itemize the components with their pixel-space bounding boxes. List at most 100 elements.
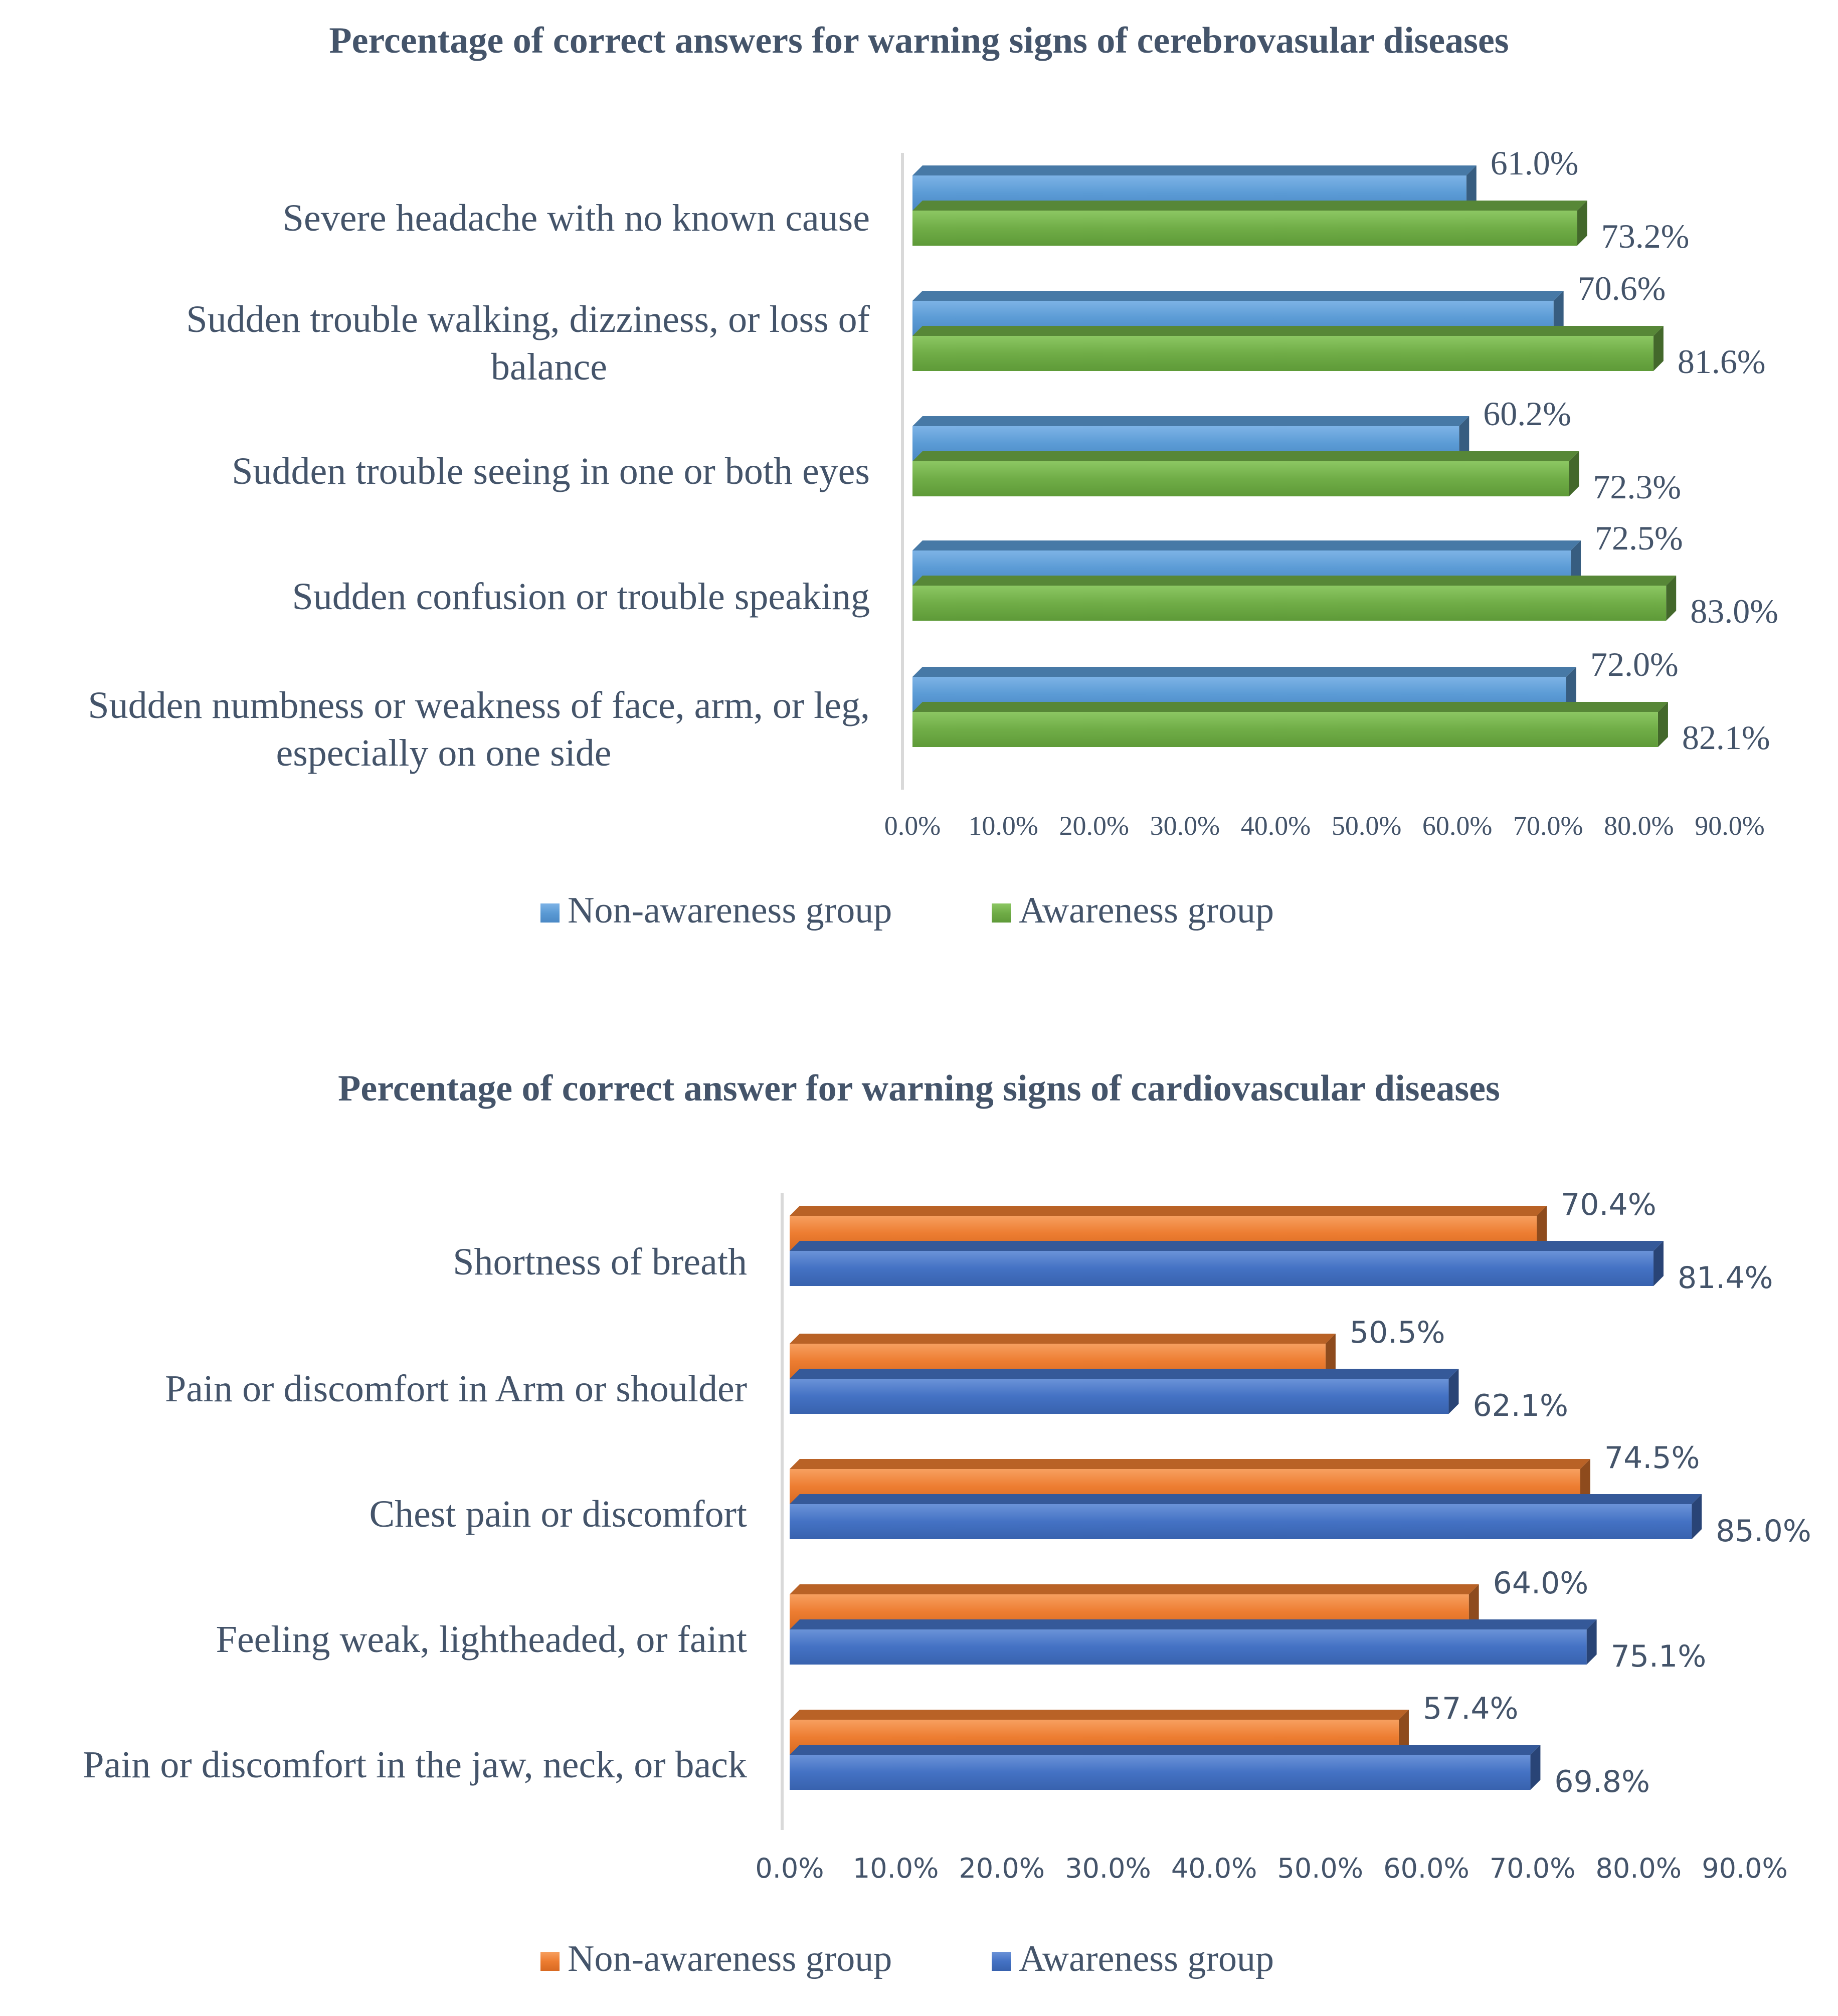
x-tick-label: 80.0%: [1604, 811, 1674, 841]
bar: [790, 1504, 1692, 1539]
data-label: 75.1%: [1611, 1639, 1707, 1674]
data-label: 60.2%: [1483, 395, 1571, 433]
category-labels: Shortness of breath Pain or discomfort i…: [83, 1241, 747, 1786]
x-tick-label: 70.0%: [1513, 811, 1583, 841]
data-label: 81.6%: [1678, 342, 1766, 381]
bar-top-face: [912, 540, 1581, 551]
x-tick-label: 50.0%: [1332, 811, 1401, 841]
legend: Non-awareness group Awareness group: [540, 1938, 1274, 1979]
bar-top-face: [912, 416, 1469, 426]
category-labels: Severe headache with no known cause Sudd…: [88, 197, 870, 774]
data-label: 50.5%: [1350, 1315, 1445, 1350]
data-label: 81.4%: [1678, 1260, 1773, 1296]
bar-side-face: [1692, 1494, 1702, 1539]
bar-side-face: [1537, 1206, 1547, 1251]
bar-top-face: [790, 1619, 1597, 1629]
category-label: Sudden trouble seeing in one or both eye…: [232, 450, 870, 492]
bar-side-face: [1666, 576, 1677, 621]
category-label: Chest pain or discomfort: [369, 1493, 747, 1535]
bar-top-face: [912, 201, 1587, 211]
data-label: 85.0%: [1716, 1514, 1811, 1549]
data-label: 83.0%: [1690, 592, 1778, 630]
bar: [790, 1379, 1449, 1414]
bar-top-face: [912, 667, 1576, 677]
chart-cerebrovascular: Percentage of correct answers for warnin…: [88, 20, 1778, 931]
bar-side-face: [1468, 1584, 1479, 1629]
bar-side-face: [1571, 540, 1581, 586]
bar-top-face: [790, 1584, 1479, 1594]
bar-top-face: [912, 165, 1477, 175]
bar-side-face: [1569, 451, 1579, 496]
bar-side-face: [1580, 1459, 1590, 1504]
data-label: 82.1%: [1682, 718, 1770, 757]
x-tick-label: 30.0%: [1150, 811, 1220, 841]
data-label: 62.1%: [1473, 1388, 1568, 1423]
category-label: Pain or discomfort in the jaw, neck, or …: [83, 1744, 747, 1786]
bar: [790, 1755, 1531, 1790]
x-tick-label: 50.0%: [1277, 1853, 1364, 1884]
bar: [912, 712, 1658, 747]
bar-top-face: [790, 1459, 1590, 1469]
x-tick-label: 40.0%: [1241, 811, 1311, 841]
bar-top-face: [790, 1334, 1336, 1344]
bar: [790, 1629, 1587, 1665]
bar-side-face: [1530, 1745, 1541, 1790]
bar-side-face: [1566, 667, 1576, 712]
legend-label-awareness: Awareness group: [1019, 1938, 1274, 1979]
data-label: 72.5%: [1595, 519, 1683, 557]
x-tick-label: 0.0%: [755, 1853, 824, 1884]
bar-top-face: [912, 291, 1564, 301]
bar-top-face: [790, 1206, 1547, 1216]
legend-swatch-non-awareness: [540, 903, 560, 923]
category-label: Sudden numbness or weakness of face, arm…: [88, 684, 870, 774]
data-label: 69.8%: [1554, 1764, 1650, 1799]
bar-side-face: [1586, 1619, 1597, 1665]
legend-swatch-awareness: [992, 903, 1011, 923]
category-label: Sudden trouble walking, dizziness, or lo…: [186, 298, 870, 388]
x-tick-label: 30.0%: [1065, 1853, 1151, 1884]
category-label: Sudden confusion or trouble speaking: [292, 576, 870, 618]
data-label: 74.5%: [1604, 1440, 1700, 1476]
data-label: 73.2%: [1601, 217, 1690, 255]
legend: Non-awareness group Awareness group: [540, 890, 1274, 931]
x-tick-label: 60.0%: [1383, 1853, 1469, 1884]
bar-top-face: [790, 1241, 1664, 1251]
category-label: Shortness of breath: [453, 1241, 747, 1283]
x-tick-label: 10.0%: [968, 811, 1038, 841]
data-label: 57.4%: [1423, 1691, 1519, 1726]
bar-side-face: [1658, 702, 1668, 747]
x-tick-label: 40.0%: [1171, 1853, 1257, 1884]
category-label: Severe headache with no known cause: [283, 197, 870, 239]
x-tick-label: 90.0%: [1702, 1853, 1788, 1884]
data-label: 64.0%: [1493, 1566, 1589, 1601]
bar-side-face: [1577, 201, 1587, 246]
bar-top-face: [912, 451, 1579, 461]
bar: [912, 211, 1577, 246]
bar-side-face: [1466, 165, 1477, 211]
bar-side-face: [1448, 1369, 1459, 1414]
x-tick-label: 80.0%: [1596, 1853, 1682, 1884]
data-label: 70.4%: [1561, 1187, 1657, 1222]
legend-swatch-awareness: [992, 1952, 1011, 1971]
data-label: 70.6%: [1578, 269, 1666, 307]
x-tick-label: 20.0%: [959, 1853, 1045, 1884]
bar-side-face: [1653, 1241, 1664, 1286]
category-label: Pain or discomfort in Arm or shoulder: [165, 1368, 747, 1410]
bar-top-face: [790, 1745, 1541, 1755]
chart-title: Percentage of correct answers for warnin…: [329, 20, 1509, 61]
chart-cardiovascular: Percentage of correct answer for warning…: [83, 1068, 1811, 1979]
bar-top-face: [790, 1710, 1409, 1720]
data-label: 61.0%: [1491, 144, 1579, 182]
bar-top-face: [790, 1494, 1702, 1504]
bar: [790, 1251, 1653, 1286]
legend-label-awareness: Awareness group: [1019, 890, 1274, 931]
bar-side-face: [1653, 326, 1664, 371]
x-tick-label: 70.0%: [1490, 1853, 1576, 1884]
bar-top-face: [912, 576, 1677, 586]
bar: [912, 461, 1569, 496]
data-label: 72.3%: [1593, 468, 1681, 506]
bar-side-face: [1459, 416, 1469, 461]
x-tick-label: 60.0%: [1422, 811, 1492, 841]
bar-side-face: [1398, 1710, 1409, 1755]
x-axis-ticks: 0.0% 10.0% 20.0% 30.0% 40.0% 50.0% 60.0% 70.0% 8…: [755, 1853, 1787, 1884]
